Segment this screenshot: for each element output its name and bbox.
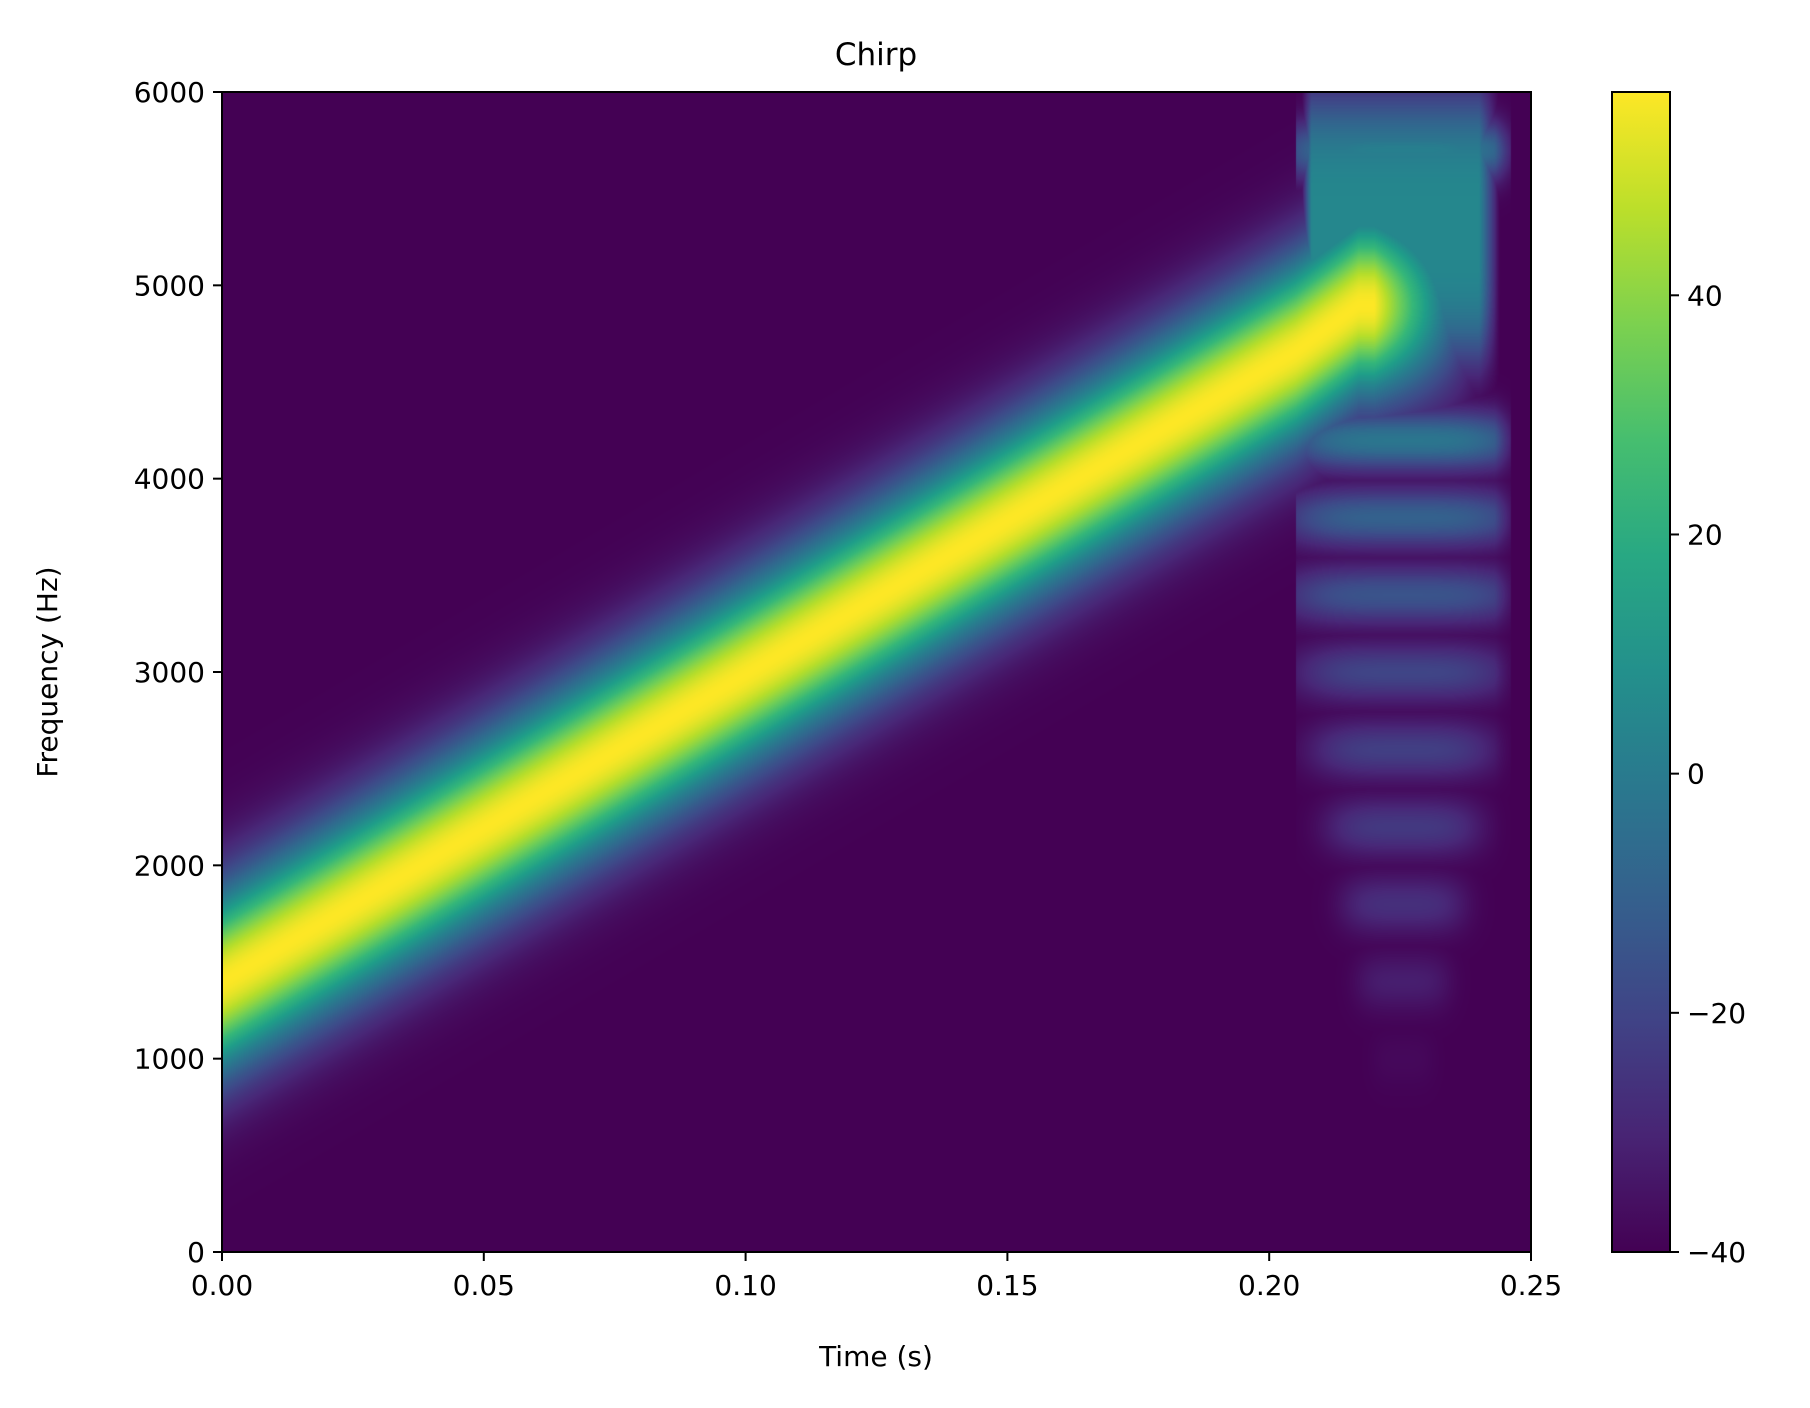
colorbar-tick-label: 40 — [1687, 279, 1723, 312]
colorbar-ticks: −40 −20 0 20 40 — [1670, 279, 1746, 1269]
colorbar-tick-label: 20 — [1687, 518, 1723, 551]
x-tick-label: 0.15 — [976, 1269, 1038, 1302]
colorbar-tick-label: −20 — [1687, 997, 1746, 1030]
x-tick-label: 0.05 — [453, 1269, 515, 1302]
y-tick-label: 4000 — [134, 463, 205, 496]
y-tick-label: 3000 — [134, 656, 205, 689]
x-tick-label: 0.20 — [1238, 1269, 1300, 1302]
y-tick-label: 1000 — [134, 1043, 205, 1076]
x-tick-label: 0.00 — [191, 1269, 253, 1302]
spectrogram-image — [222, 92, 1531, 1252]
colorbar-tick-label: 0 — [1687, 758, 1705, 791]
colorbar-frame — [1611, 91, 1671, 1253]
y-tick-label: 2000 — [134, 849, 205, 882]
y-axis: 0 1000 2000 3000 4000 5000 6000 — [134, 76, 222, 1269]
x-axis-label: Time (s) — [818, 1340, 933, 1373]
colorbar-tick-label: −40 — [1687, 1236, 1746, 1269]
y-axis-label: Frequency (Hz) — [31, 566, 64, 777]
colorbar: −40 −20 0 20 40 — [1611, 91, 1746, 1269]
x-tick-label: 0.25 — [1500, 1269, 1562, 1302]
x-axis: 0.00 0.05 0.10 0.15 0.20 0.25 — [191, 1252, 1562, 1302]
plot-area — [222, 92, 1531, 1252]
x-tick-label: 0.10 — [714, 1269, 776, 1302]
y-tick-label: 6000 — [134, 76, 205, 109]
y-tick-label: 5000 — [134, 269, 205, 302]
y-tick-label: 0 — [187, 1236, 205, 1269]
chart-title: Chirp — [835, 37, 917, 73]
colorbar-gradient — [1612, 92, 1670, 1252]
